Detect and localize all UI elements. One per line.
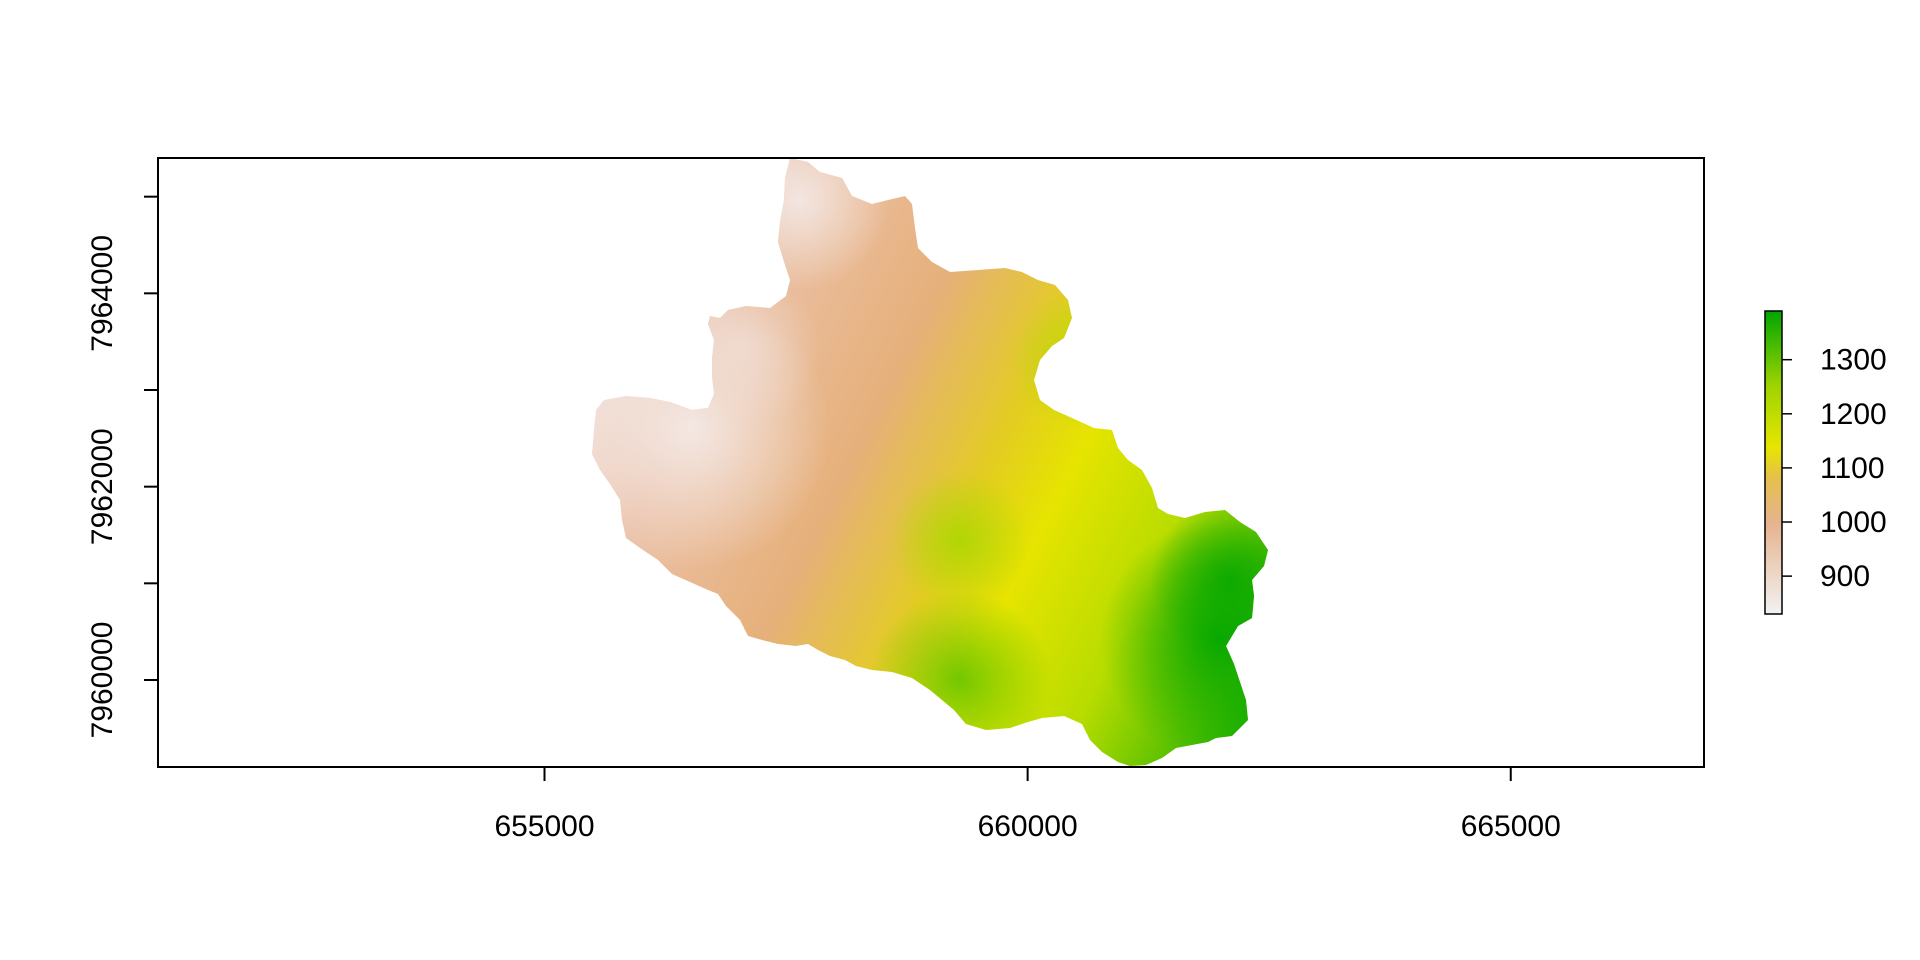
y-tick-label: 7964000 bbox=[86, 235, 119, 352]
legend-tick-label: 1000 bbox=[1820, 506, 1887, 539]
legend-tick-label: 1300 bbox=[1820, 344, 1887, 377]
legend-tick-label: 1200 bbox=[1820, 398, 1887, 431]
plot-frame bbox=[157, 157, 1705, 768]
legend-ticks: 900 1000 1100 1200 1300 bbox=[1782, 344, 1887, 593]
y-axis: 7960000 7962000 7964000 bbox=[86, 195, 158, 739]
x-tick-label: 660000 bbox=[978, 810, 1078, 843]
x-axis: 655000 660000 665000 bbox=[494, 767, 1561, 843]
legend-color-bar bbox=[1764, 310, 1783, 615]
y-tick-label: 7962000 bbox=[86, 428, 119, 545]
elevation-legend: 900 1000 1100 1200 1300 bbox=[1764, 310, 1887, 615]
legend-tick-label: 900 bbox=[1820, 560, 1870, 593]
elevation-raster bbox=[592, 158, 1268, 766]
legend-tick-label: 1100 bbox=[1820, 452, 1885, 485]
x-tick-label: 665000 bbox=[1461, 810, 1561, 843]
x-tick-label: 655000 bbox=[494, 810, 594, 843]
y-tick-label: 7960000 bbox=[86, 622, 119, 739]
